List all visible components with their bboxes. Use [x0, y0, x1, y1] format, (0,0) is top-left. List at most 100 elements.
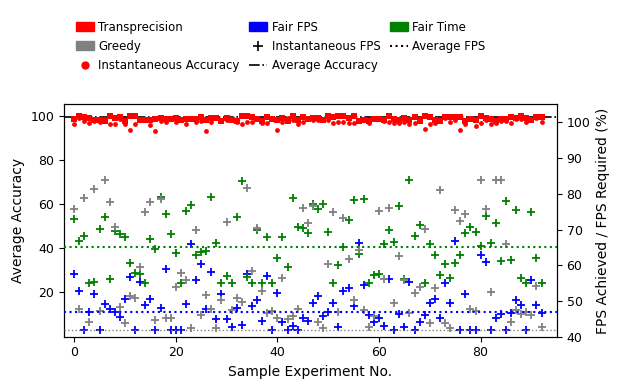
Point — [318, 117, 328, 123]
Point — [69, 206, 79, 212]
Point — [176, 280, 186, 286]
Point — [429, 117, 440, 123]
Point — [237, 113, 247, 119]
Point — [247, 303, 257, 309]
Point — [145, 296, 156, 302]
Point — [95, 308, 105, 314]
Point — [201, 292, 211, 298]
Point — [445, 300, 455, 306]
Point — [445, 275, 455, 281]
Point — [506, 114, 516, 120]
Point — [465, 327, 476, 333]
Point — [166, 116, 176, 123]
Point — [440, 280, 450, 286]
Point — [232, 214, 242, 221]
Point — [536, 280, 547, 286]
Point — [374, 271, 384, 277]
Point — [140, 280, 150, 286]
Point — [140, 117, 150, 123]
Point — [496, 118, 506, 124]
Point — [257, 318, 268, 324]
Point — [216, 118, 227, 124]
Point — [104, 276, 115, 282]
Point — [135, 264, 145, 270]
Point — [90, 118, 100, 124]
Point — [404, 121, 415, 127]
Point — [369, 319, 379, 325]
Point — [358, 117, 369, 123]
Point — [257, 117, 268, 123]
Point — [333, 324, 344, 330]
Point — [435, 118, 445, 124]
Point — [227, 324, 237, 330]
Point — [206, 119, 216, 125]
Point — [394, 116, 404, 123]
Point — [95, 120, 105, 126]
Point — [90, 279, 100, 285]
Point — [496, 257, 506, 264]
Point — [287, 195, 298, 201]
Point — [166, 231, 176, 237]
Point — [440, 261, 450, 267]
Point — [227, 116, 237, 122]
Point — [425, 241, 435, 247]
Point — [277, 275, 287, 281]
Point — [333, 309, 344, 315]
Point — [369, 116, 379, 122]
Point — [506, 310, 516, 316]
Point — [237, 121, 247, 127]
Point — [252, 116, 262, 123]
Point — [516, 302, 526, 308]
Point — [404, 310, 415, 316]
Point — [313, 115, 323, 121]
Point — [287, 113, 298, 119]
Point — [104, 121, 115, 127]
Point — [262, 114, 273, 120]
Point — [196, 114, 206, 120]
Point — [328, 114, 339, 120]
Point — [100, 214, 110, 220]
Point — [435, 187, 445, 194]
Y-axis label: Average Accuracy: Average Accuracy — [11, 158, 25, 283]
Point — [379, 241, 389, 247]
Point — [196, 248, 206, 255]
Point — [491, 118, 501, 124]
Point — [511, 207, 521, 214]
Point — [115, 116, 125, 122]
Point — [282, 316, 292, 322]
Point — [420, 312, 430, 318]
Point — [201, 128, 211, 134]
Point — [130, 295, 140, 301]
Point — [298, 315, 308, 321]
Point — [476, 176, 486, 183]
Point — [191, 118, 201, 125]
Point — [206, 194, 216, 200]
Point — [420, 280, 430, 286]
Point — [399, 277, 410, 283]
Point — [526, 117, 536, 123]
Point — [176, 269, 186, 276]
Point — [145, 199, 156, 205]
Point — [496, 116, 506, 122]
Point — [318, 116, 328, 122]
Point — [394, 120, 404, 126]
Point — [404, 279, 415, 285]
Point — [232, 305, 242, 311]
Point — [181, 121, 191, 127]
Point — [379, 116, 389, 123]
Point — [526, 277, 536, 283]
Point — [410, 120, 420, 126]
Point — [247, 113, 257, 120]
Point — [221, 219, 232, 225]
Point — [323, 113, 333, 119]
Point — [323, 309, 333, 315]
Point — [120, 118, 130, 124]
Point — [425, 300, 435, 306]
Point — [267, 116, 277, 122]
Point — [394, 311, 404, 317]
Point — [496, 310, 506, 317]
Point — [120, 234, 130, 240]
Point — [130, 113, 140, 120]
Point — [145, 122, 156, 128]
Point — [429, 252, 440, 258]
